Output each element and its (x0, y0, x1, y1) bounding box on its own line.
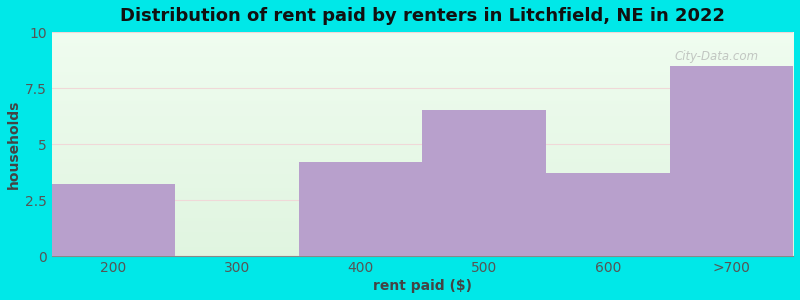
Y-axis label: households: households (7, 99, 21, 189)
Bar (670, 66, 793, 256)
Text: City-Data.com: City-Data.com (674, 50, 758, 63)
Bar (422, 110, 546, 256)
Title: Distribution of rent paid by renters in Litchfield, NE in 2022: Distribution of rent paid by renters in … (120, 7, 725, 25)
Bar (299, 162, 422, 256)
X-axis label: rent paid ($): rent paid ($) (373, 279, 472, 293)
Bar (52, 184, 175, 256)
Bar (546, 173, 670, 256)
